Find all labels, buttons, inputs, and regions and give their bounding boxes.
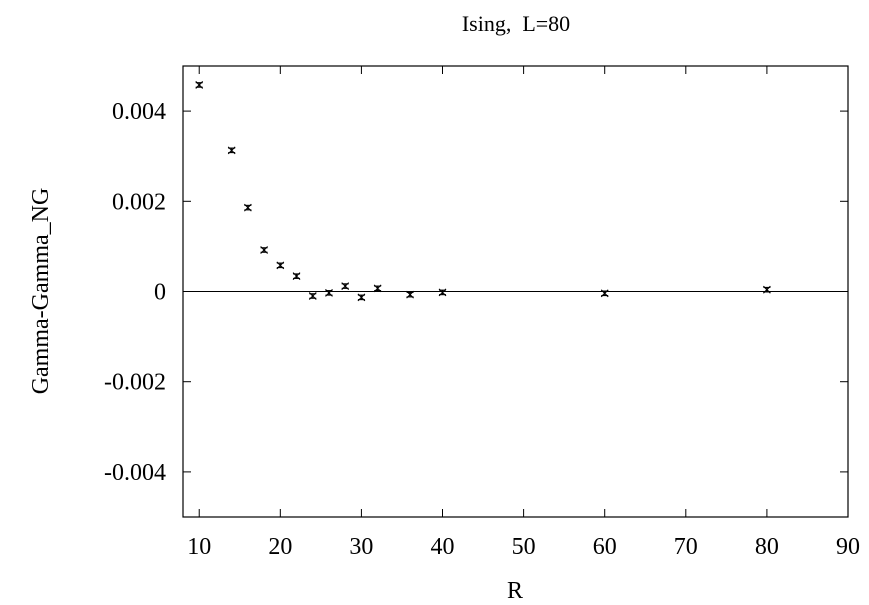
x-tick-label: 40 — [431, 534, 455, 560]
x-tick-label: 20 — [268, 534, 292, 560]
data-point — [227, 146, 236, 155]
x-tick-label: 10 — [187, 534, 211, 560]
x-tick-label: 80 — [755, 534, 779, 560]
data-points — [195, 81, 771, 302]
y-tick-label: -0.002 — [104, 370, 166, 396]
y-axis-label: Gamma-Gamma_NG — [28, 188, 54, 395]
data-point — [341, 282, 350, 290]
data-point — [308, 292, 317, 300]
data-point — [763, 285, 771, 294]
data-point — [438, 288, 447, 297]
chart-title: Ising, L=80 — [462, 11, 570, 36]
y-tick-label: 0.002 — [112, 189, 166, 215]
data-point — [325, 288, 333, 297]
tick-labels: 10 20 30 40 50 60 70 80 90 -0.004 -0.002 0 0.002 0.00… — [104, 99, 860, 560]
x-axis-label: R — [507, 578, 523, 604]
data-point — [243, 203, 252, 212]
data-point — [357, 293, 366, 302]
x-tick-label: 50 — [512, 534, 536, 560]
x-tick-label: 30 — [349, 534, 373, 560]
data-point — [260, 246, 268, 254]
x-tick-label: 70 — [674, 534, 698, 560]
y-tick-label: 0.004 — [112, 99, 166, 125]
data-point — [373, 284, 382, 293]
x-tick-label: 90 — [836, 534, 860, 560]
data-point — [292, 272, 301, 281]
data-point — [276, 261, 285, 270]
data-point — [406, 290, 414, 299]
x-tick-label: 60 — [593, 534, 617, 560]
data-point — [195, 81, 204, 89]
data-point — [600, 289, 609, 298]
y-tick-label: -0.004 — [104, 460, 166, 486]
y-tick-label: 0 — [154, 280, 166, 306]
